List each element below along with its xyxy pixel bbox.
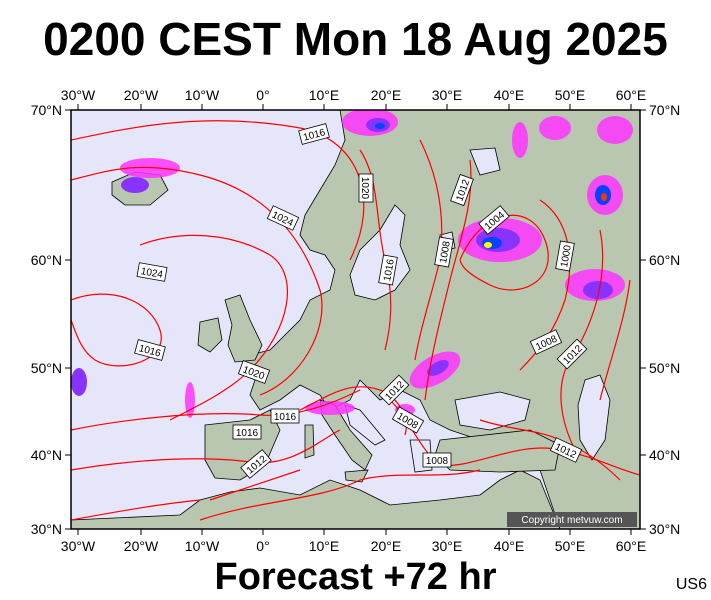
forecast-label: Forecast +72 hr — [214, 556, 497, 598]
rain-area — [71, 368, 87, 396]
isobar-labels: 1016 1020 1012 1024 1004 1024 1008 1016 — [134, 123, 588, 479]
svg-text:1024: 1024 — [140, 266, 164, 281]
isobar-line — [199, 469, 481, 521]
rain-area — [597, 116, 633, 144]
isobar-label: 1020 — [358, 173, 374, 203]
lon-label: 40°E — [494, 87, 525, 103]
map-frame — [70, 109, 641, 530]
model-label: US6 — [675, 576, 707, 593]
caspian-sea — [577, 374, 611, 461]
svg-text:1016: 1016 — [236, 428, 259, 439]
lon-labels-top: 30°W 20°W 10°W 0° 10°E 20°E 30°E 40°E 50… — [61, 87, 646, 103]
isobar-line — [139, 234, 289, 421]
baltic-sea — [349, 204, 411, 301]
isobar-label: 1016 — [298, 123, 330, 145]
isobar-label: 1016 — [232, 424, 262, 440]
isobar-line — [599, 279, 631, 401]
isobar-label: 1016 — [134, 339, 166, 361]
isobar-label: 1016 — [378, 254, 398, 286]
lon-label: 30°W — [61, 538, 96, 554]
white-sea — [469, 147, 501, 176]
copyright-box — [507, 512, 637, 527]
lat-label: 30°N — [31, 521, 62, 537]
lat-labels-right: 70°N 60°N 50°N 40°N 30°N — [649, 102, 680, 537]
lon-label: 0° — [256, 87, 269, 103]
lon-label: 60°E — [616, 538, 647, 554]
lon-label: 20°E — [371, 87, 402, 103]
lon-label: 10°E — [309, 87, 340, 103]
lon-label: 10°W — [185, 87, 220, 103]
isobar-line — [424, 159, 472, 401]
land-britain — [224, 294, 263, 363]
isobar-label: 1008 — [434, 236, 454, 268]
land-ireland — [197, 317, 223, 353]
isobar-line — [71, 429, 341, 471]
rain-area — [601, 193, 607, 201]
isobar-line — [71, 389, 361, 431]
rain-area — [121, 177, 149, 193]
rain-area — [427, 360, 449, 376]
isobars — [71, 120, 640, 521]
lon-ticks — [77, 104, 632, 535]
svg-text:1008: 1008 — [438, 240, 453, 264]
isobar-line — [71, 499, 201, 521]
rain-area — [539, 116, 571, 140]
black-sea — [454, 391, 531, 431]
svg-text:1020: 1020 — [359, 177, 370, 200]
lon-label: 20°W — [124, 87, 159, 103]
isobar-label: 1012 — [556, 338, 588, 370]
lon-label: 30°W — [61, 87, 96, 103]
rain-area — [375, 123, 385, 129]
lon-label: 60°E — [616, 87, 647, 103]
lat-label: 50°N — [31, 360, 62, 376]
lat-label: 40°N — [31, 447, 62, 463]
lon-label: 0° — [256, 538, 269, 554]
lon-label: 50°E — [555, 87, 586, 103]
isobar-label: 1024 — [136, 262, 168, 282]
lat-label: 60°N — [649, 252, 680, 268]
lon-label: 20°W — [124, 538, 159, 554]
svg-text:1016: 1016 — [274, 412, 297, 423]
isobar-line — [389, 399, 640, 476]
copyright-text: Copyright metvuw.com — [521, 515, 622, 526]
svg-text:1016: 1016 — [382, 258, 397, 282]
isobar-line — [209, 469, 301, 501]
land-sardinia — [304, 424, 315, 459]
lon-label: 10°W — [185, 538, 220, 554]
isobar-label: 1000 — [555, 240, 575, 272]
lat-label: 70°N — [649, 102, 680, 118]
isobar-label: 1016 — [270, 408, 300, 424]
lat-labels-left: 70°N 60°N 50°N 40°N 30°N — [31, 102, 62, 537]
lat-label: 40°N — [649, 447, 680, 463]
lon-labels-bottom: 30°W 20°W 10°W 0° 10°E 20°E 30°E 40°E 50… — [61, 538, 646, 554]
lon-label: 20°E — [371, 538, 402, 554]
lat-ticks — [65, 109, 646, 530]
lat-label: 70°N — [31, 102, 62, 118]
lon-label: 50°E — [555, 538, 586, 554]
svg-text:1000: 1000 — [559, 244, 574, 268]
rain-area — [482, 237, 502, 249]
rain-area — [305, 401, 355, 415]
rain-area — [512, 122, 528, 158]
isobar-label: 1012 — [378, 374, 410, 406]
lon-label: 30°E — [432, 538, 463, 554]
lat-label: 50°N — [649, 360, 680, 376]
svg-text:1008: 1008 — [426, 456, 449, 467]
lon-label: 10°E — [309, 538, 340, 554]
lon-label: 40°E — [494, 538, 525, 554]
page-title: 0200 CEST Mon 18 Aug 2025 — [43, 13, 668, 65]
rain-area — [484, 242, 492, 248]
land-africa — [71, 469, 561, 529]
rain-area — [583, 281, 613, 299]
rain-area — [185, 382, 195, 418]
lat-label: 30°N — [649, 521, 680, 537]
lon-label: 30°E — [432, 87, 463, 103]
lat-label: 60°N — [31, 252, 62, 268]
adriatic — [344, 404, 386, 446]
isobar-label: 1008 — [422, 452, 452, 468]
